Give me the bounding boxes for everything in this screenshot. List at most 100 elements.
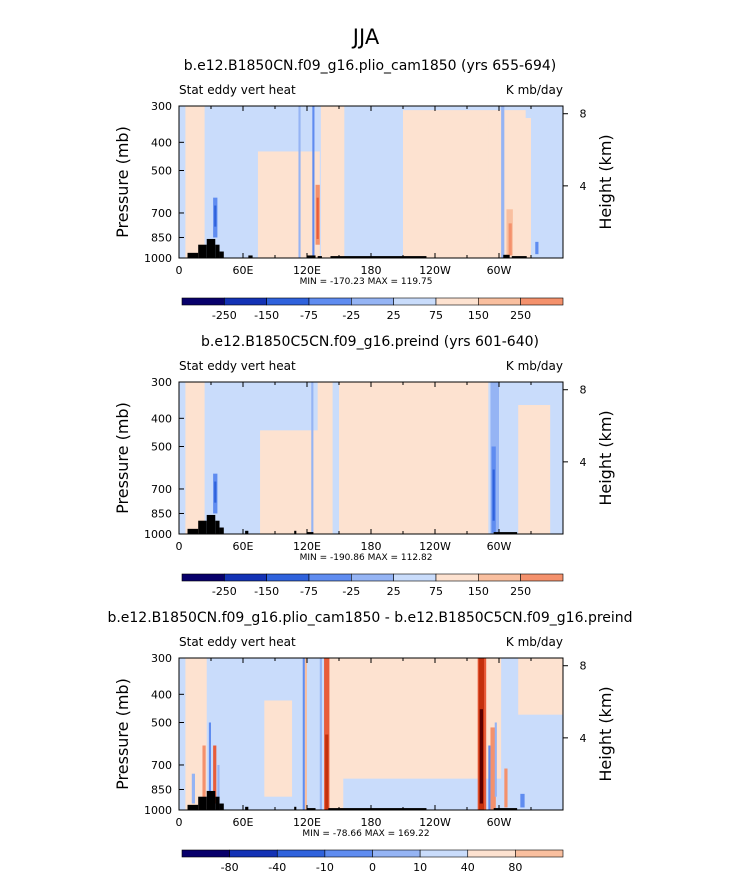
- x-tick-label: 120W: [419, 816, 451, 829]
- colorbar-swatch: [351, 573, 394, 582]
- colorbar-label: 150: [468, 585, 489, 598]
- y-tick-label: 300: [151, 100, 172, 113]
- colorbar-swatch: [224, 573, 267, 582]
- colorbar-swatch: [181, 849, 230, 858]
- min-max-stats: MIN = -78.66 MAX = 169.22: [302, 829, 429, 839]
- colorbar-label: -25: [342, 585, 360, 598]
- height-tick-label: 4: [580, 456, 587, 469]
- colorbar-swatch: [520, 297, 564, 306]
- y-tick-label: 700: [151, 483, 172, 496]
- field-cell: [488, 745, 491, 810]
- colorbar-swatch: [393, 573, 437, 582]
- height-tick-label: 8: [580, 108, 587, 121]
- field-cell: [328, 658, 344, 810]
- field-cell: [260, 430, 320, 534]
- y-tick-label: 700: [151, 759, 172, 772]
- field-cell: [214, 481, 217, 503]
- field-cell: [324, 658, 330, 810]
- y-axis-title: Pressure (mb): [113, 678, 132, 790]
- x-tick-label: 60W: [487, 816, 512, 829]
- x-tick-label: 180: [361, 264, 382, 277]
- field-cell: [508, 223, 512, 256]
- field-cell: [316, 197, 319, 239]
- colorbar-swatch: [393, 297, 437, 306]
- colorbar-label: -40: [268, 861, 286, 874]
- topography: [307, 808, 316, 810]
- topography: [503, 254, 510, 258]
- field-cell: [264, 700, 293, 797]
- colorbar-label: 75: [429, 585, 443, 598]
- topography: [219, 251, 224, 258]
- figure-title: JJA: [351, 25, 380, 49]
- units-label: K mb/day: [506, 359, 563, 373]
- field-cell: [312, 106, 315, 258]
- topography: [206, 514, 216, 534]
- y-axis-title: Pressure (mb): [113, 402, 132, 514]
- colorbar-swatch: [276, 849, 326, 858]
- field-cell: [325, 734, 329, 810]
- topography: [248, 255, 253, 258]
- y-tick-label: 1000: [144, 804, 172, 817]
- x-tick-label: 120W: [419, 540, 451, 553]
- topography: [198, 796, 207, 810]
- colorbar-swatch: [266, 297, 310, 306]
- y-axis-title-right: Height (km): [596, 410, 615, 505]
- colorbar-swatch: [224, 297, 267, 306]
- field-cell: [208, 722, 211, 797]
- colorbar-label: -10: [316, 861, 334, 874]
- field-cell: [490, 727, 496, 810]
- colorbar-label: -75: [300, 585, 318, 598]
- field-cell: [257, 151, 320, 258]
- colorbar-swatch: [308, 573, 352, 582]
- field-cell: [504, 768, 508, 808]
- y-tick-label: 400: [151, 688, 172, 701]
- topography: [215, 244, 220, 258]
- field-cell: [479, 709, 483, 804]
- x-tick-label: 120E: [293, 264, 321, 277]
- units-label: K mb/day: [506, 83, 563, 97]
- colorbar-swatch: [467, 849, 516, 858]
- topography: [187, 252, 199, 258]
- y-tick-label: 700: [151, 207, 172, 220]
- topography: [187, 528, 199, 534]
- topography: [206, 790, 216, 810]
- topography: [219, 527, 224, 534]
- height-tick-label: 4: [580, 732, 587, 745]
- x-tick-label: 120E: [293, 816, 321, 829]
- y-tick-label: 850: [151, 507, 172, 520]
- y-tick-label: 1000: [144, 252, 172, 265]
- x-tick-label: 180: [361, 816, 382, 829]
- topography: [215, 520, 220, 534]
- x-tick-label: 120W: [419, 264, 451, 277]
- colorbar-swatch: [181, 297, 225, 306]
- topography: [294, 530, 297, 534]
- colorbar-swatch: [372, 849, 421, 858]
- y-tick-label: 300: [151, 376, 172, 389]
- field-cell: [317, 382, 333, 534]
- colorbar-label: 75: [429, 309, 443, 322]
- y-tick-label: 300: [151, 652, 172, 665]
- topography: [198, 520, 207, 534]
- colorbar-label: -150: [254, 585, 279, 598]
- field-cell: [202, 745, 206, 804]
- field-cell: [185, 106, 205, 258]
- colorbar-label: -150: [254, 309, 279, 322]
- y-tick-label: 500: [151, 164, 172, 177]
- panels: b.e12.B1850CN.f09_g16.plio_cam1850 (yrs …: [107, 58, 632, 874]
- colorbar-swatch: [435, 573, 479, 582]
- field-cell: [298, 106, 301, 258]
- variable-label: Stat eddy vert heat: [179, 635, 296, 649]
- min-max-stats: MIN = -170.23 MAX = 119.75: [300, 277, 433, 287]
- colorbar-swatch: [478, 573, 521, 582]
- colorbar-label: -250: [212, 585, 237, 598]
- x-tick-label: 60W: [487, 540, 512, 553]
- colorbar-swatch: [478, 297, 521, 306]
- field-cell: [535, 241, 539, 255]
- colorbar-label: 40: [461, 861, 475, 874]
- colorbar-label: 10: [413, 861, 427, 874]
- field-cell: [501, 106, 505, 258]
- colorbar-swatch: [515, 849, 564, 858]
- field-cell: [214, 205, 217, 227]
- field-cell: [339, 382, 489, 534]
- topography: [294, 806, 297, 810]
